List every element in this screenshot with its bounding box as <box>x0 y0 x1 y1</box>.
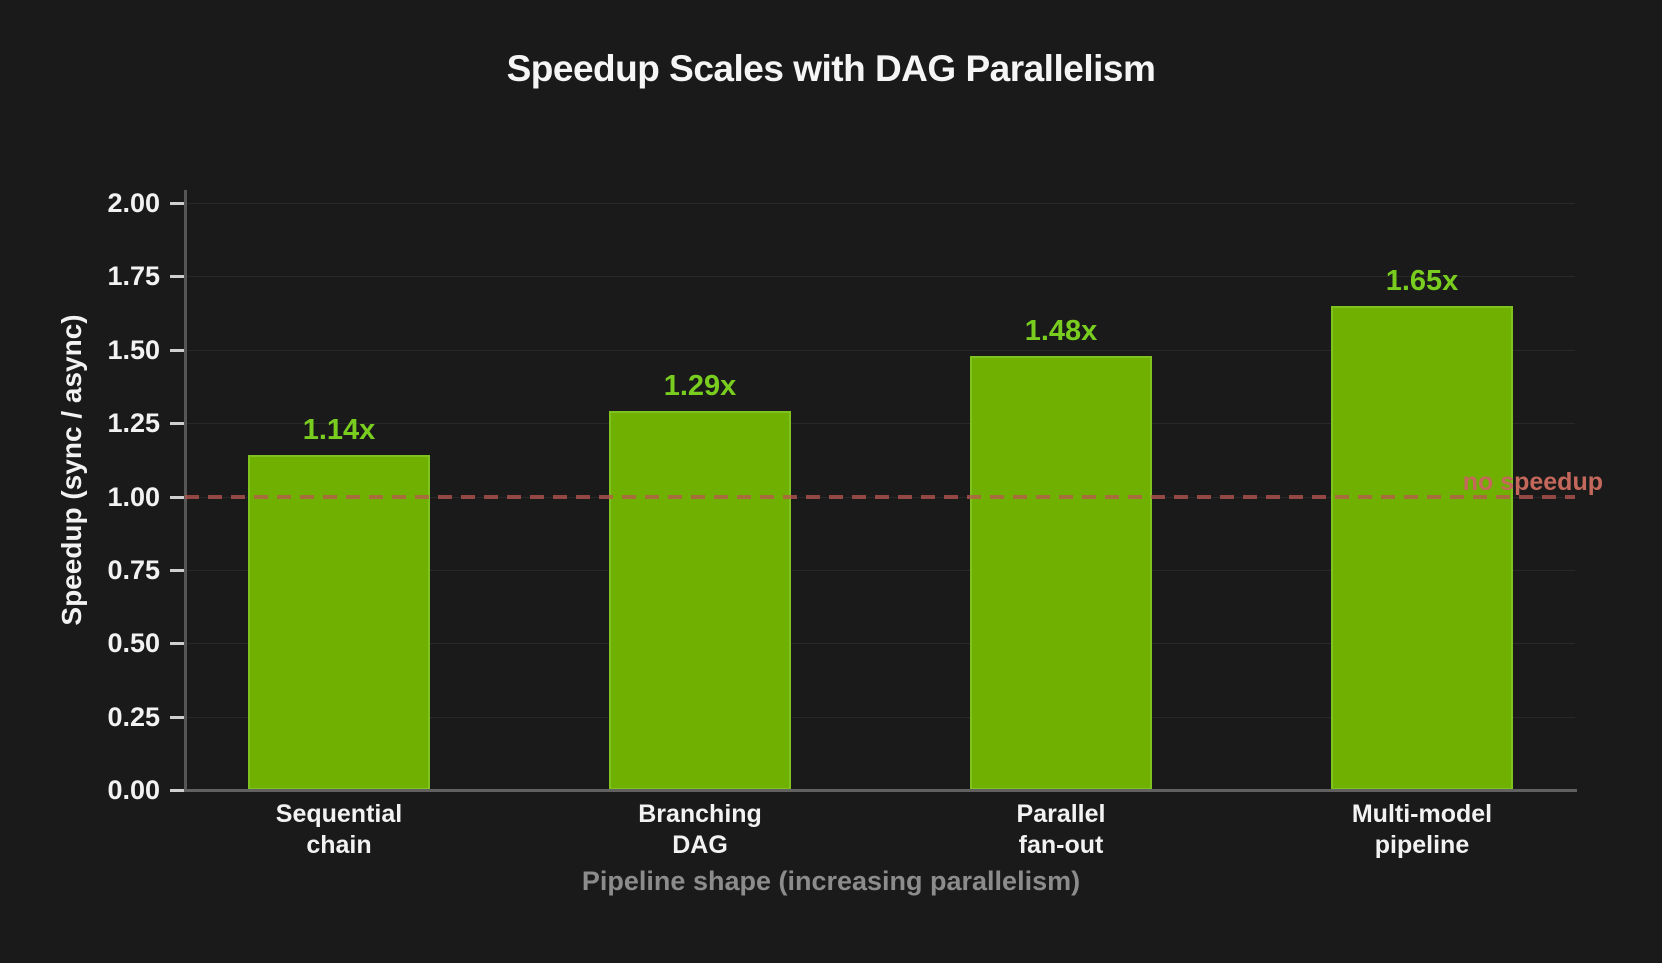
y-tick-label: 0.00 <box>107 775 160 805</box>
bar-group-multi-model-pipeline: 1.65x <box>1331 265 1513 790</box>
bar-group-sequential-chain: 1.14x <box>248 414 430 790</box>
gridline-1-75 <box>186 276 1575 277</box>
x-tick-line2: fan-out <box>1018 831 1104 859</box>
x-tick-label-sequential-chain: Sequential chain <box>189 799 489 861</box>
x-tick-label-parallel-fan-out: Parallel fan-out <box>911 799 1211 861</box>
x-tick-line1: Branching <box>638 800 762 828</box>
y-tick-mark <box>170 349 184 352</box>
y-tick-label: 1.00 <box>107 482 160 512</box>
gridline-0-25 <box>186 717 1575 718</box>
x-tick-line1: Multi-model <box>1351 800 1493 828</box>
y-tick-mark <box>170 275 184 278</box>
x-tick-line2: chain <box>306 831 372 859</box>
gridline-0-75 <box>186 570 1575 571</box>
bar-value-label: 1.14x <box>302 414 376 446</box>
y-tick-label: 0.50 <box>107 628 160 658</box>
bar-value-label: 1.65x <box>1385 265 1459 297</box>
y-tick-label: 1.75 <box>107 261 160 291</box>
bar-parallel-fan-out <box>970 356 1152 790</box>
no-speedup-label: no speedup <box>1462 468 1603 496</box>
y-tick-label: 2.00 <box>107 188 160 218</box>
x-tick-label-branching-dag: Branching DAG <box>550 799 850 861</box>
gridline-1-50 <box>186 350 1575 351</box>
x-tick-line1: Sequential <box>275 800 403 828</box>
y-tick-mark <box>170 642 184 645</box>
bar-value-label: 1.48x <box>1024 315 1098 347</box>
bar-multi-model-pipeline <box>1331 306 1513 790</box>
bar-sequential-chain <box>248 455 430 790</box>
y-tick-label: 1.50 <box>107 335 160 365</box>
chart-title: Speedup Scales with DAG Parallelism <box>506 48 1156 89</box>
x-axis-label: Pipeline shape (increasing parallelism) <box>581 866 1081 896</box>
y-tick-mark <box>170 202 184 205</box>
bar-group-parallel-fan-out: 1.48x <box>970 315 1152 790</box>
y-axis-spine <box>184 190 187 792</box>
x-tick-label-multi-model-pipeline: Multi-model pipeline <box>1272 799 1572 861</box>
x-axis-spine <box>184 789 1577 792</box>
gridline-1-25 <box>186 423 1575 424</box>
x-tick-line2: pipeline <box>1374 831 1470 859</box>
x-tick-line1: Parallel <box>1016 800 1106 828</box>
bar-group-branching-dag: 1.29x <box>609 370 791 790</box>
y-tick-mark <box>170 422 184 425</box>
y-tick-label: 0.25 <box>107 702 160 732</box>
y-tick-mark <box>170 496 184 499</box>
x-tick-line2: DAG <box>672 831 728 859</box>
no-speedup-reference-line <box>185 495 1575 499</box>
y-tick-mark <box>170 716 184 719</box>
y-tick-mark <box>170 789 184 792</box>
y-tick-label: 1.25 <box>107 408 160 438</box>
bar-branching-dag <box>609 411 791 790</box>
gridline-0-50 <box>186 643 1575 644</box>
bar-value-label: 1.29x <box>663 370 737 402</box>
gridline-2-00 <box>186 203 1575 204</box>
y-tick-label: 0.75 <box>107 555 160 585</box>
y-tick-mark <box>170 569 184 572</box>
